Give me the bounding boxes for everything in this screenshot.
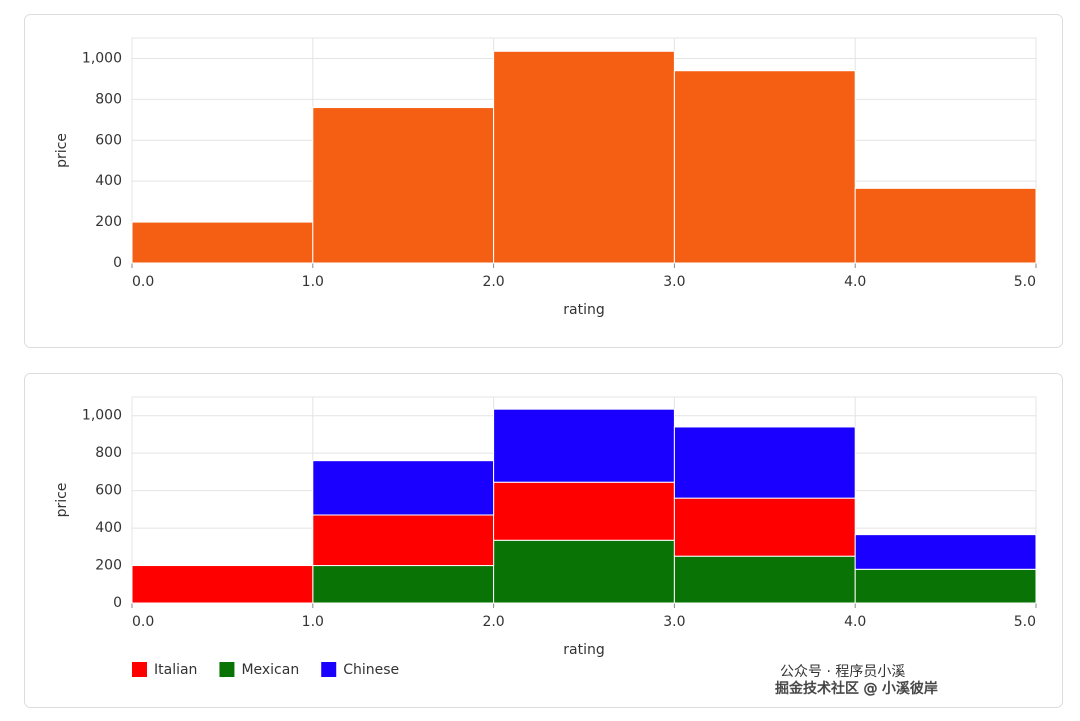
x-tick-label: 2.0 [482,614,504,630]
x-tick-label: 5.0 [1014,614,1036,630]
bar [854,187,1037,264]
bar [493,50,675,264]
x-axis-label: rating [563,642,604,658]
bar [312,107,495,264]
y-axis-label: price [54,483,70,518]
watermark: 掘金技术社区 @ 小溪彼岸 [775,681,938,697]
y-tick-label: 200 [95,558,122,574]
y-tick-label: 800 [95,445,122,461]
legend-swatch [132,662,147,677]
legend-swatch [321,662,337,677]
y-tick-label: 200 [95,214,122,230]
x-tick-label: 5.0 [1014,274,1036,290]
legend-label: Mexican [241,662,299,678]
y-tick-label: 400 [95,520,122,536]
x-tick-label: 1.0 [302,614,324,630]
y-tick-label: 0 [113,595,122,611]
y-axis-label: price [54,133,70,168]
x-tick-label: 3.0 [663,614,685,630]
bar-segment [493,408,675,483]
y-tick-label: 1,000 [82,408,122,424]
y-tick-label: 1,000 [82,50,122,66]
legend-swatch [219,662,235,677]
bar-segment [312,460,495,516]
bar-segment [493,481,675,541]
x-tick-label: 0.0 [132,614,154,630]
bar-segment [312,565,495,604]
bar [673,70,856,264]
bar-segment [131,565,314,604]
x-tick-label: 4.0 [844,614,866,630]
bar-segment [854,534,1037,570]
bar-segment [673,555,856,604]
bar-segment [673,497,856,557]
x-tick-label: 2.0 [482,274,504,290]
bar-segment [312,514,495,567]
y-tick-label: 600 [95,483,122,499]
y-tick-label: 400 [95,173,122,189]
x-axis-label: rating [563,302,604,318]
x-tick-label: 1.0 [302,274,324,290]
x-tick-label: 3.0 [663,274,685,290]
y-tick-label: 800 [95,91,122,107]
x-tick-label: 4.0 [844,274,866,290]
x-tick-label: 0.0 [132,274,154,290]
bar [131,221,314,264]
legend-label: Chinese [343,662,399,678]
watermark: 公众号 · 程序员小溪 [780,664,905,680]
bar-segment [854,568,1037,604]
y-tick-label: 0 [113,255,122,271]
bar-segment [673,426,856,499]
legend-label: Italian [154,662,197,678]
y-tick-label: 600 [95,132,122,148]
bar-segment [493,539,675,604]
